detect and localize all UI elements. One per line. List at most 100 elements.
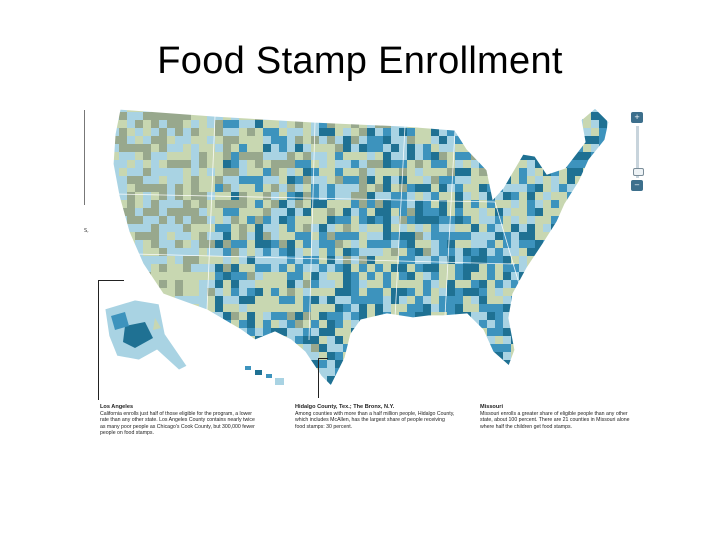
county-cell[interactable]	[439, 104, 447, 112]
county-cell[interactable]	[103, 160, 111, 168]
county-cell[interactable]	[279, 304, 287, 312]
county-cell[interactable]	[431, 288, 439, 296]
county-cell[interactable]	[127, 216, 135, 224]
county-cell[interactable]	[503, 152, 511, 160]
county-cell[interactable]	[271, 224, 279, 232]
county-cell[interactable]	[431, 264, 439, 272]
county-cell[interactable]	[231, 256, 239, 264]
county-cell[interactable]	[495, 368, 503, 376]
county-cell[interactable]	[503, 392, 511, 400]
county-cell[interactable]	[199, 112, 207, 120]
county-cell[interactable]	[623, 368, 631, 376]
county-cell[interactable]	[599, 160, 607, 168]
county-cell[interactable]	[527, 376, 535, 384]
county-cell[interactable]	[319, 128, 327, 136]
county-cell[interactable]	[127, 112, 135, 120]
county-cell[interactable]	[487, 128, 495, 136]
county-cell[interactable]	[143, 360, 151, 368]
county-cell[interactable]	[503, 232, 511, 240]
county-cell[interactable]	[119, 192, 127, 200]
county-cell[interactable]	[439, 304, 447, 312]
county-cell[interactable]	[439, 232, 447, 240]
county-cell[interactable]	[495, 192, 503, 200]
county-cell[interactable]	[479, 248, 487, 256]
county-cell[interactable]	[287, 392, 295, 400]
county-cell[interactable]	[231, 264, 239, 272]
county-cell[interactable]	[487, 192, 495, 200]
county-cell[interactable]	[431, 304, 439, 312]
county-cell[interactable]	[447, 336, 455, 344]
county-cell[interactable]	[615, 144, 623, 152]
county-cell[interactable]	[119, 168, 127, 176]
county-cell[interactable]	[519, 288, 527, 296]
county-cell[interactable]	[103, 296, 111, 304]
county-cell[interactable]	[239, 184, 247, 192]
county-cell[interactable]	[551, 312, 559, 320]
county-cell[interactable]	[559, 120, 567, 128]
county-cell[interactable]	[575, 128, 583, 136]
county-cell[interactable]	[559, 256, 567, 264]
county-cell[interactable]	[607, 336, 615, 344]
county-cell[interactable]	[623, 176, 631, 184]
county-cell[interactable]	[519, 352, 527, 360]
county-cell[interactable]	[447, 104, 455, 112]
county-cell[interactable]	[591, 184, 599, 192]
county-cell[interactable]	[607, 232, 615, 240]
county-cell[interactable]	[575, 344, 583, 352]
county-cell[interactable]	[615, 336, 623, 344]
county-cell[interactable]	[135, 208, 143, 216]
county-cell[interactable]	[335, 336, 343, 344]
county-cell[interactable]	[159, 264, 167, 272]
county-cell[interactable]	[543, 120, 551, 128]
county-cell[interactable]	[111, 384, 119, 392]
county-cell[interactable]	[319, 120, 327, 128]
county-cell[interactable]	[215, 352, 223, 360]
county-cell[interactable]	[303, 232, 311, 240]
county-cell[interactable]	[551, 136, 559, 144]
county-cell[interactable]	[367, 104, 375, 112]
county-cell[interactable]	[303, 336, 311, 344]
county-cell[interactable]	[471, 168, 479, 176]
county-cell[interactable]	[327, 360, 335, 368]
county-cell[interactable]	[623, 376, 631, 384]
county-cell[interactable]	[503, 160, 511, 168]
county-cell[interactable]	[615, 136, 623, 144]
county-cell[interactable]	[223, 208, 231, 216]
county-cell[interactable]	[175, 232, 183, 240]
county-cell[interactable]	[383, 328, 391, 336]
county-cell[interactable]	[279, 256, 287, 264]
county-cell[interactable]	[455, 232, 463, 240]
county-cell[interactable]	[439, 344, 447, 352]
county-cell[interactable]	[535, 240, 543, 248]
county-cell[interactable]	[383, 184, 391, 192]
county-cell[interactable]	[567, 168, 575, 176]
county-cell[interactable]	[463, 304, 471, 312]
county-cell[interactable]	[415, 312, 423, 320]
county-cell[interactable]	[519, 208, 527, 216]
county-cell[interactable]	[543, 104, 551, 112]
county-cell[interactable]	[207, 360, 215, 368]
county-cell[interactable]	[207, 376, 215, 384]
county-cell[interactable]	[271, 280, 279, 288]
county-cell[interactable]	[471, 296, 479, 304]
county-cell[interactable]	[399, 144, 407, 152]
county-cell[interactable]	[207, 160, 215, 168]
county-cell[interactable]	[255, 104, 263, 112]
county-cell[interactable]	[247, 136, 255, 144]
county-cell[interactable]	[191, 360, 199, 368]
county-cell[interactable]	[263, 360, 271, 368]
county-cell[interactable]	[383, 376, 391, 384]
county-cell[interactable]	[567, 112, 575, 120]
county-cell[interactable]	[255, 272, 263, 280]
county-cell[interactable]	[223, 304, 231, 312]
county-cell[interactable]	[303, 280, 311, 288]
county-cell[interactable]	[287, 248, 295, 256]
county-cell[interactable]	[439, 352, 447, 360]
county-cell[interactable]	[311, 288, 319, 296]
county-cell[interactable]	[279, 360, 287, 368]
county-cell[interactable]	[359, 392, 367, 400]
county-cell[interactable]	[599, 232, 607, 240]
county-cell[interactable]	[479, 160, 487, 168]
county-cell[interactable]	[511, 360, 519, 368]
county-cell[interactable]	[135, 368, 143, 376]
